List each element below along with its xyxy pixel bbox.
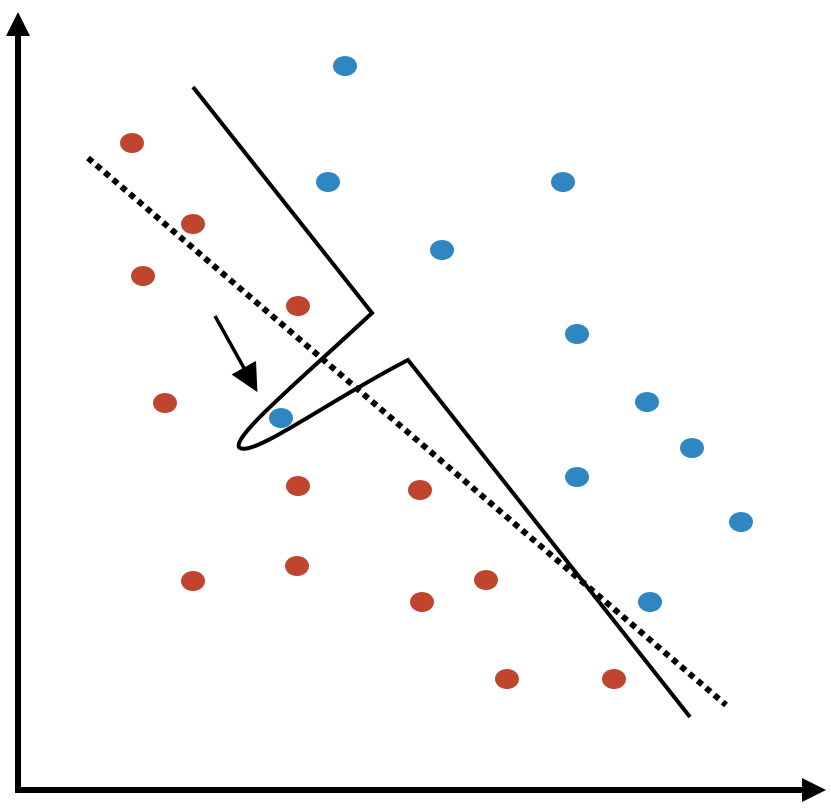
point (565, 467, 589, 487)
point (181, 214, 205, 234)
axes (6, 12, 826, 802)
point (565, 324, 589, 344)
point (316, 172, 340, 192)
point (408, 480, 432, 500)
point (181, 571, 205, 591)
point (551, 172, 575, 192)
point (269, 408, 293, 428)
point (131, 266, 155, 286)
point (602, 669, 626, 689)
point (638, 592, 662, 612)
blue-points (269, 56, 753, 612)
x-axis-arrow (802, 778, 826, 802)
point (286, 476, 310, 496)
pointer-arrow (213, 315, 258, 393)
point (430, 240, 454, 260)
point (285, 556, 309, 576)
point (286, 296, 310, 316)
simple-boundary (86, 155, 728, 708)
point (495, 669, 519, 689)
red-points (120, 133, 626, 689)
point (410, 592, 434, 612)
point (333, 56, 357, 76)
point (120, 133, 144, 153)
point (474, 570, 498, 590)
y-axis-arrow (6, 12, 30, 36)
point (729, 512, 753, 532)
point (680, 438, 704, 458)
point (153, 393, 177, 413)
overfit-boundary (191, 85, 692, 719)
point (635, 392, 659, 412)
